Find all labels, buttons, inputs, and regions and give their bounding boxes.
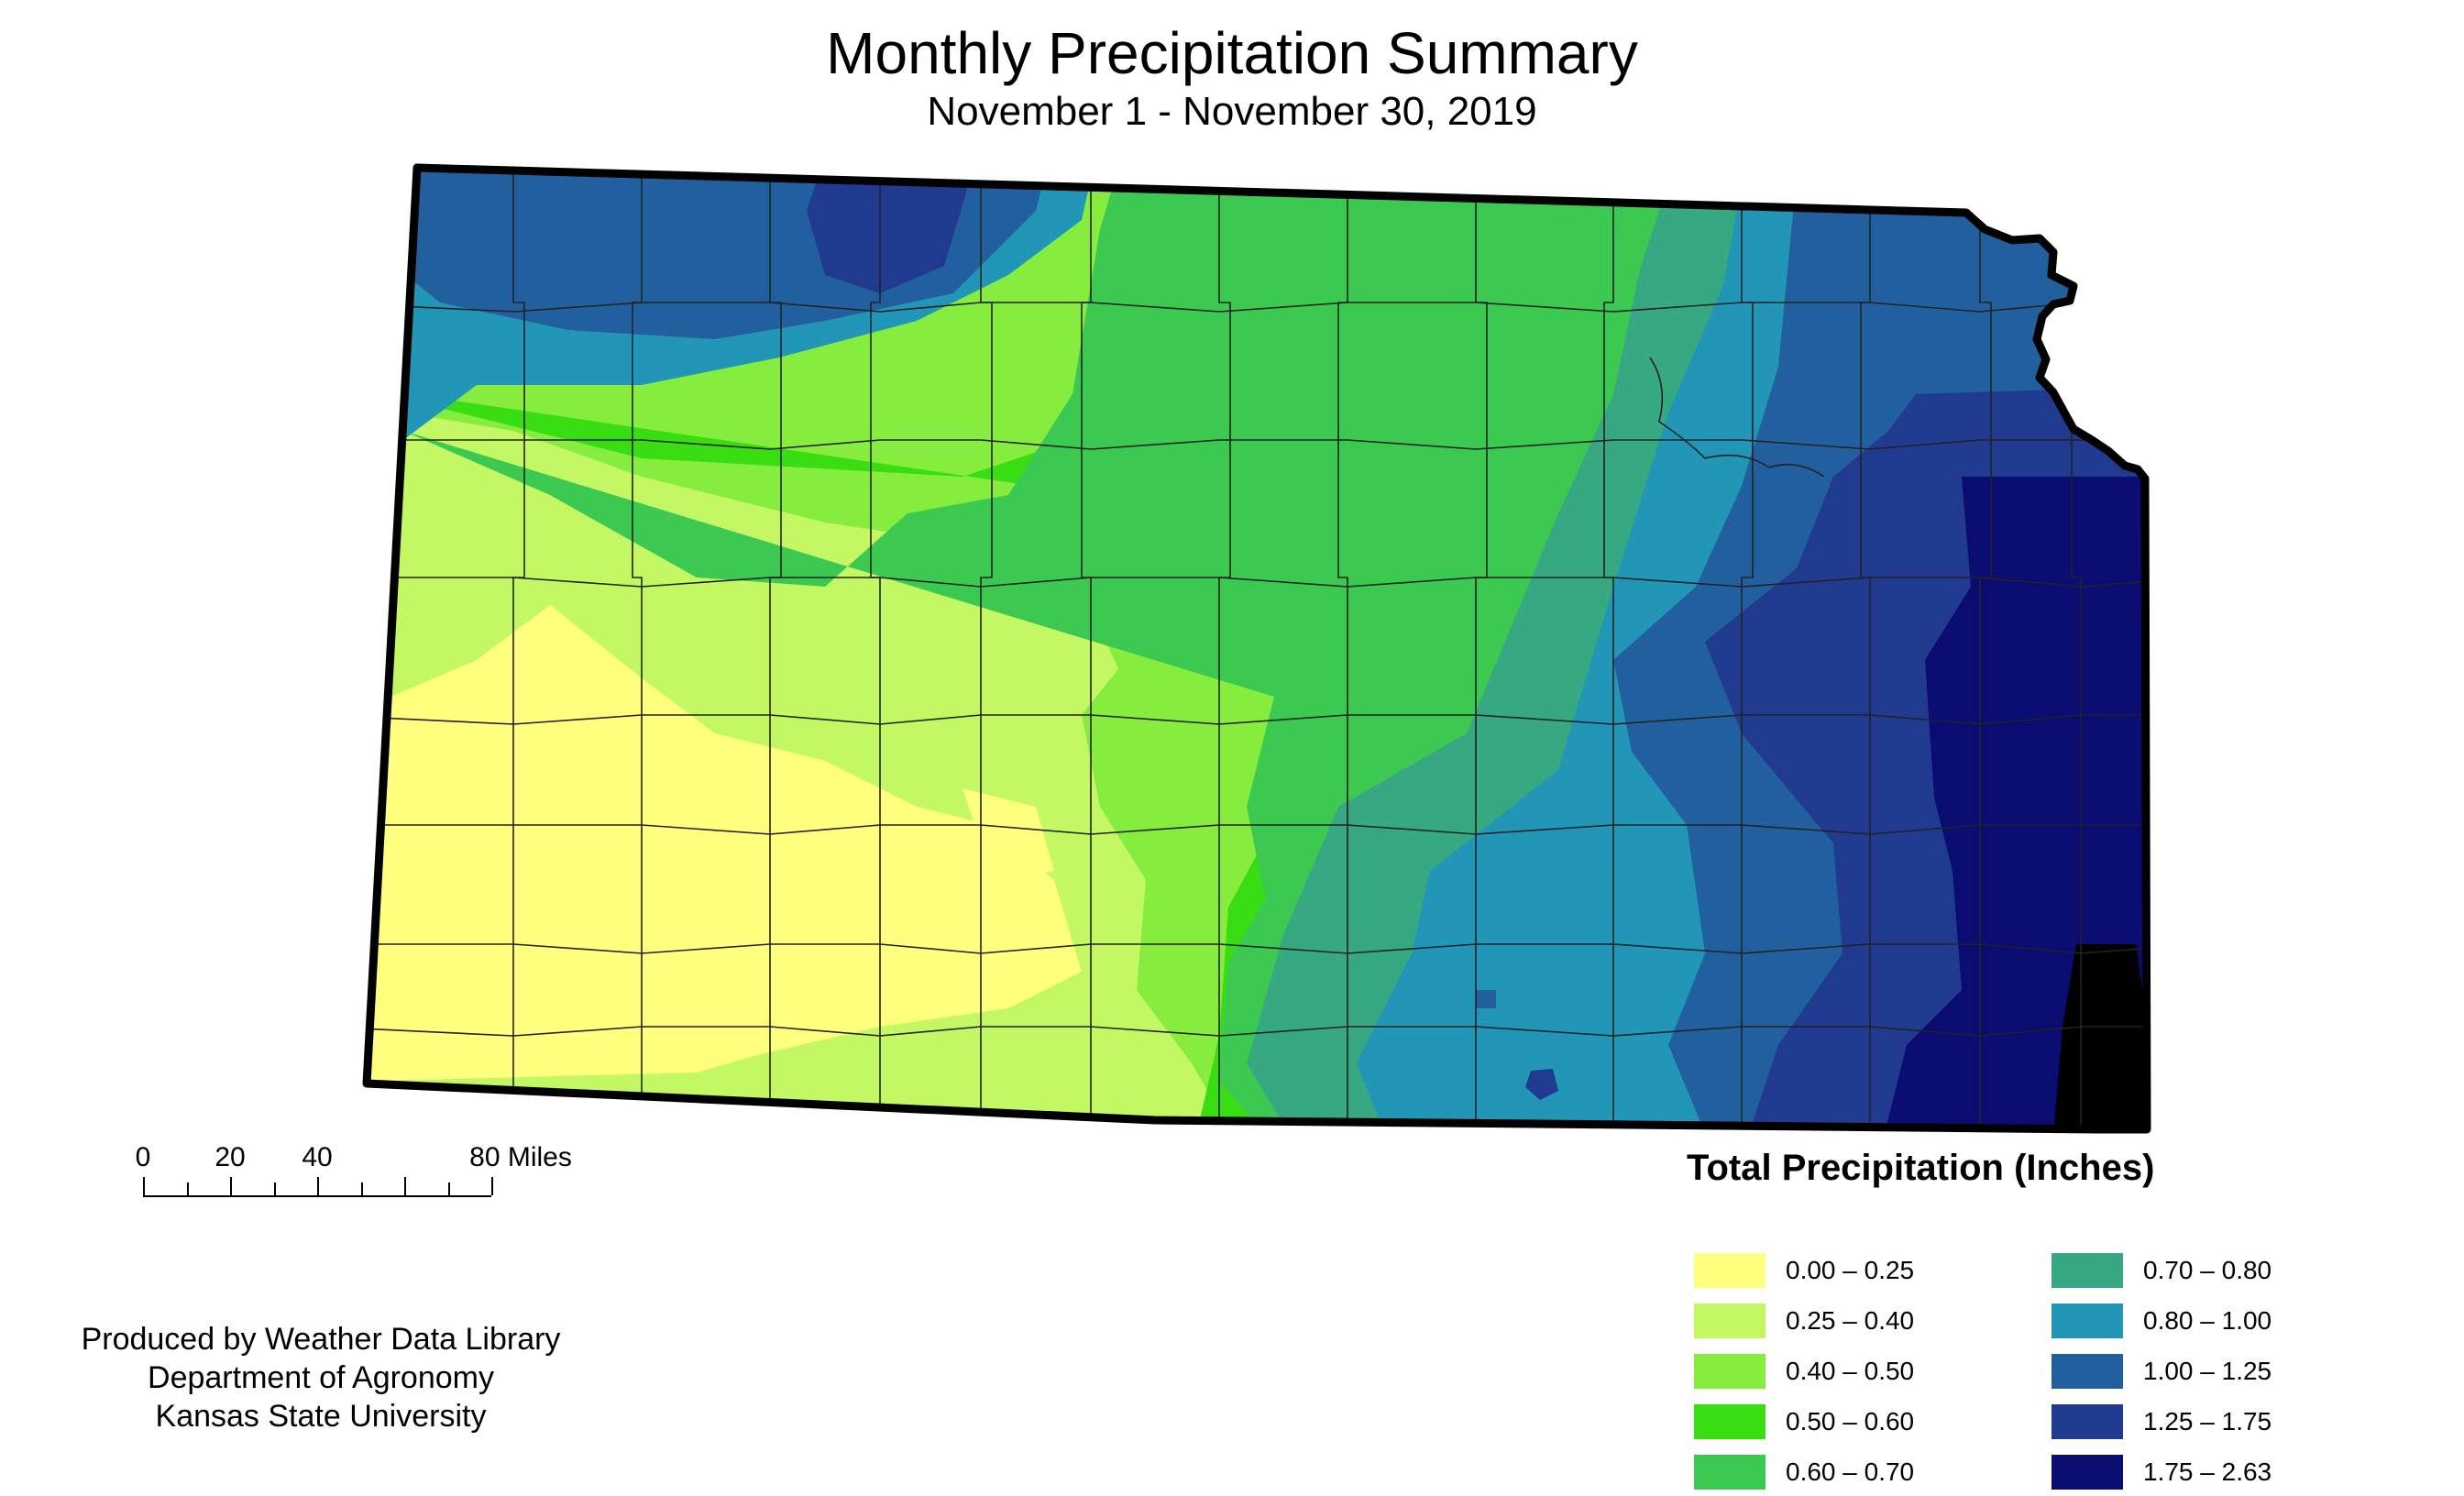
county-boundary (367, 943, 2147, 954)
scale-tick (230, 1177, 232, 1195)
legend-item: 1.25 – 1.75 (2052, 1404, 2272, 1439)
precipitation-zone (962, 788, 1054, 880)
scale-label-40: 40 (302, 1142, 333, 1172)
county-boundary (367, 824, 2147, 835)
credits-line-3: Kansas State University (155, 1399, 487, 1434)
legend-swatch (1694, 1304, 1766, 1338)
scale-tick (491, 1177, 493, 1195)
county-boundary (367, 439, 2147, 450)
legend-label: 0.60 – 0.70 (1786, 1458, 1915, 1486)
legend-item: 0.25 – 0.40 (1694, 1304, 1914, 1338)
legend-swatch (1694, 1354, 1766, 1389)
county-boundary (1741, 168, 1754, 1129)
legend-swatch (2052, 1404, 2123, 1439)
county-boundary (980, 168, 993, 1129)
county-boundary (1475, 168, 1488, 1129)
precipitation-zone (1219, 431, 1384, 697)
legend-swatch (2052, 1455, 2123, 1490)
scale-tick (404, 1177, 406, 1195)
precipitation-zone (1476, 990, 1496, 1008)
legend-item: 1.75 – 2.63 (2052, 1455, 2272, 1490)
legend-item: 0.60 – 0.70 (1694, 1455, 1914, 1490)
state-outline (362, 163, 2151, 1134)
scale-tick (317, 1177, 319, 1195)
credits-line-1: Produced by Weather Data Library (81, 1322, 561, 1357)
legend-swatch (1694, 1455, 1766, 1490)
legend-label: 0.40 – 0.50 (1786, 1357, 1915, 1385)
county-boundary (367, 1026, 2147, 1037)
county-boundary (367, 302, 2147, 313)
legend-swatch (1694, 1404, 1766, 1439)
credits: Produced by Weather Data Library Departm… (37, 1320, 605, 1436)
legend-label: 0.25 – 0.40 (1786, 1306, 1915, 1335)
scale-tick (273, 1182, 276, 1195)
scale-label-20: 20 (214, 1142, 246, 1172)
legend-item: 0.50 – 0.60 (1694, 1404, 1914, 1439)
legend-item: 1.00 – 1.25 (2052, 1354, 2272, 1389)
legend-swatch (2052, 1304, 2123, 1338)
map-subtitle: November 1 - November 30, 2019 (927, 89, 1537, 134)
legend-label: 1.00 – 1.25 (2143, 1357, 2272, 1385)
legend-swatch (2052, 1354, 2123, 1389)
legend-label: 0.00 – 0.25 (1786, 1256, 1915, 1284)
legend-label: 0.70 – 0.80 (2143, 1256, 2272, 1284)
legend-label: 0.80 – 1.00 (2143, 1306, 2272, 1335)
legend-swatch (2052, 1253, 2123, 1288)
precipitation-zone (807, 168, 972, 293)
legend-item: 0.40 – 0.50 (1694, 1354, 1914, 1389)
legend-swatch (1694, 1253, 1766, 1288)
map-title: Monthly Precipitation Summary (826, 20, 1638, 86)
legend-item: 0.70 – 0.80 (2052, 1253, 2272, 1288)
county-boundary (870, 168, 881, 1129)
legend-item: 0.80 – 1.00 (2052, 1304, 2272, 1338)
county-boundary (1860, 168, 1871, 1129)
scale-tick (360, 1182, 363, 1195)
county-boundary (367, 714, 2147, 725)
legend-label: 0.50 – 0.60 (1786, 1407, 1915, 1436)
precipitation-zone (1525, 1069, 1558, 1100)
county-boundary (1081, 168, 1092, 1129)
county-boundary (367, 577, 2147, 588)
precipitation-zone (367, 605, 1082, 1082)
county-boundary (769, 168, 782, 1129)
legend-label: 1.25 – 1.75 (2143, 1407, 2272, 1436)
scale-bar: 0 20 40 80 Miles (135, 1142, 596, 1206)
scale-tick (447, 1182, 450, 1195)
scale-tick (143, 1177, 145, 1195)
scale-line (143, 1195, 491, 1197)
river-line (1649, 357, 1825, 478)
scale-label-80: 80 Miles (469, 1142, 572, 1172)
legend-item: 0.00 – 0.25 (1694, 1253, 1914, 1288)
credits-line-2: Department of Agronomy (148, 1360, 494, 1395)
legend-label: 1.75 – 2.63 (2143, 1458, 2272, 1486)
scale-label-0: 0 (135, 1142, 151, 1172)
legend-title: Total Precipitation (Inches) (1687, 1148, 2155, 1188)
scale-tick (186, 1182, 189, 1195)
